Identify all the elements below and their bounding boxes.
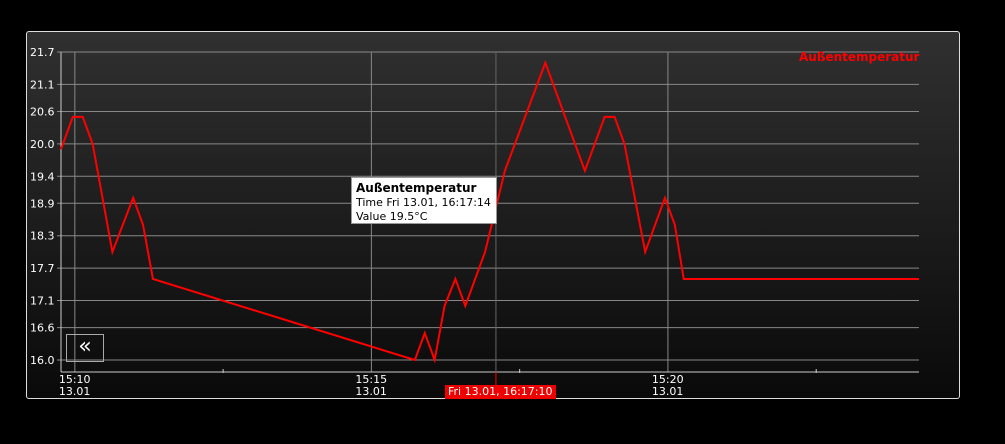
y-tick-label: 20.6 bbox=[30, 105, 55, 118]
x-tick-date: 13.01 bbox=[59, 385, 91, 398]
y-tick-label: 18.3 bbox=[30, 230, 55, 243]
tooltip-time: Time Fri 13.01, 16:17:14 bbox=[356, 196, 491, 209]
y-tick-label: 17.1 bbox=[30, 295, 55, 308]
x-tick-date: 13.01 bbox=[652, 385, 684, 398]
y-tick-label: 16.0 bbox=[30, 354, 55, 367]
y-tick-label: 21.7 bbox=[30, 46, 55, 59]
y-tick-label: 19.4 bbox=[30, 170, 55, 183]
y-tick-label: 17.7 bbox=[30, 262, 55, 275]
y-tick-label: 16.6 bbox=[30, 322, 55, 335]
scroll-back-button[interactable]: « bbox=[66, 334, 104, 362]
double-chevron-left-icon: « bbox=[78, 334, 92, 359]
y-tick-label: 20.0 bbox=[30, 138, 55, 151]
y-tick-label: 21.1 bbox=[30, 78, 55, 91]
series-line bbox=[60, 59, 919, 364]
x-tick-time: 15:10 bbox=[59, 373, 91, 386]
y-tick-label: 18.9 bbox=[30, 197, 55, 210]
x-tick-date: 13.01 bbox=[355, 385, 387, 398]
tooltip-value: Value 19.5°C bbox=[356, 210, 428, 223]
x-tick-time: 15:15 bbox=[355, 373, 387, 386]
tooltip: Außentemperatur Time Fri 13.01, 16:17:14… bbox=[351, 177, 497, 224]
tooltip-title: Außentemperatur bbox=[356, 181, 477, 195]
x-tick-time: 15:20 bbox=[652, 373, 684, 386]
cursor-time-label: Fri 13.01, 16:17:10 bbox=[445, 385, 556, 399]
legend-entry[interactable]: Außentemperatur bbox=[799, 50, 920, 64]
